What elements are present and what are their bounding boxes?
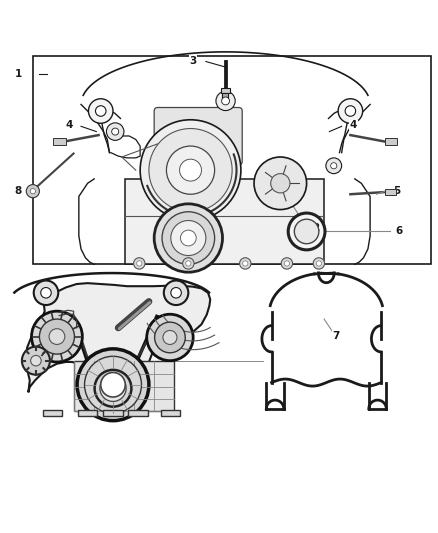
Circle shape <box>101 373 125 397</box>
Circle shape <box>345 106 356 116</box>
Bar <box>161 410 180 416</box>
Bar <box>385 189 396 195</box>
Circle shape <box>180 230 196 246</box>
Circle shape <box>147 314 193 361</box>
Circle shape <box>88 99 113 123</box>
Circle shape <box>162 212 215 264</box>
Circle shape <box>106 123 124 140</box>
FancyBboxPatch shape <box>154 108 242 165</box>
Circle shape <box>32 311 82 362</box>
Bar <box>128 410 148 416</box>
Circle shape <box>77 349 149 421</box>
Bar <box>125 179 324 264</box>
Text: 5: 5 <box>393 186 400 196</box>
Text: 3: 3 <box>189 55 196 66</box>
Bar <box>33 56 431 264</box>
Circle shape <box>294 219 319 244</box>
Circle shape <box>134 258 145 269</box>
Circle shape <box>331 163 337 169</box>
Circle shape <box>316 261 321 266</box>
Circle shape <box>183 258 194 269</box>
Polygon shape <box>26 283 210 391</box>
Circle shape <box>186 261 191 266</box>
Text: 4: 4 <box>350 120 357 131</box>
Circle shape <box>26 184 39 198</box>
Circle shape <box>31 356 41 366</box>
Circle shape <box>166 146 215 194</box>
Circle shape <box>171 287 181 298</box>
Circle shape <box>222 97 230 105</box>
Circle shape <box>171 221 206 255</box>
Circle shape <box>155 322 185 353</box>
Text: 2: 2 <box>312 223 319 233</box>
Bar <box>221 88 230 93</box>
Circle shape <box>34 280 58 305</box>
Circle shape <box>313 258 325 269</box>
Circle shape <box>288 213 325 250</box>
Text: 1: 1 <box>15 69 22 79</box>
Bar <box>53 138 66 145</box>
Circle shape <box>30 189 35 194</box>
Circle shape <box>284 261 290 266</box>
Bar <box>222 93 228 99</box>
Circle shape <box>154 204 223 272</box>
Bar <box>78 410 97 416</box>
Bar <box>385 138 397 145</box>
Circle shape <box>243 261 248 266</box>
Text: 6: 6 <box>395 227 402 237</box>
Circle shape <box>240 258 251 269</box>
Bar <box>103 410 123 416</box>
Circle shape <box>100 375 126 401</box>
Circle shape <box>326 158 342 174</box>
Circle shape <box>95 106 106 116</box>
Circle shape <box>254 157 307 209</box>
Circle shape <box>149 128 232 212</box>
Circle shape <box>216 91 235 110</box>
Circle shape <box>137 261 142 266</box>
Bar <box>74 361 174 411</box>
Circle shape <box>271 174 290 193</box>
Bar <box>43 410 62 416</box>
Circle shape <box>49 329 65 344</box>
Circle shape <box>85 356 141 413</box>
Text: 4: 4 <box>66 120 73 131</box>
Circle shape <box>95 370 131 407</box>
Text: 8: 8 <box>15 186 22 196</box>
Circle shape <box>164 280 188 305</box>
Circle shape <box>41 287 51 298</box>
Text: 7: 7 <box>333 330 340 341</box>
Circle shape <box>180 159 201 181</box>
Circle shape <box>140 120 241 221</box>
Circle shape <box>338 99 363 123</box>
Circle shape <box>22 346 50 375</box>
Circle shape <box>112 128 119 135</box>
Circle shape <box>163 330 177 344</box>
Circle shape <box>281 258 293 269</box>
Circle shape <box>39 319 74 354</box>
